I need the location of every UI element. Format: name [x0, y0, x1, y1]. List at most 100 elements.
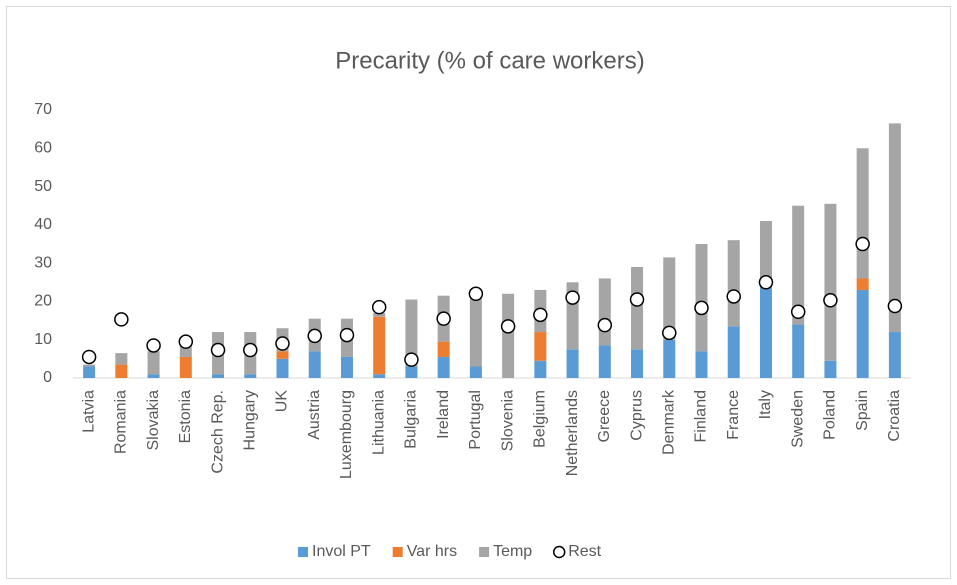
bar-segment: [437, 341, 450, 357]
legend-marker: [552, 545, 566, 559]
x-tick-label: Romania: [113, 390, 130, 454]
bar-segment: [83, 364, 96, 367]
x-tick-label: France: [725, 390, 742, 440]
bar-segment: [824, 360, 837, 378]
rest-marker: [694, 300, 709, 316]
bar-segment: [566, 349, 579, 378]
bar-segment: [340, 356, 353, 378]
bar-segment: [502, 293, 515, 378]
rest-marker: [339, 327, 355, 343]
x-tick-label: Greece: [596, 390, 613, 443]
y-tick-label: 40: [34, 216, 52, 233]
bar-segment: [308, 351, 321, 378]
x-tick-label: Lithuania: [370, 390, 387, 455]
chart-title: Precarity (% of care workers): [335, 47, 644, 74]
bar-segment: [727, 240, 740, 327]
rest-marker: [243, 342, 258, 358]
bar-segment: [534, 360, 547, 378]
bar-segment: [856, 148, 869, 279]
rest-marker: [500, 319, 516, 334]
bar-segment: [631, 349, 644, 378]
y-tick-label: 50: [34, 178, 52, 195]
rest-marker: [597, 317, 613, 333]
bar-segment: [824, 203, 837, 361]
x-tick-label: Belgium: [532, 390, 549, 448]
bar-segment: [631, 266, 644, 350]
bar-segment: [792, 324, 805, 378]
bar-segment: [598, 278, 611, 346]
bar-segment: [373, 374, 386, 378]
bar-segment: [405, 299, 418, 367]
bar-segment: [469, 293, 482, 367]
bar-segment: [437, 356, 450, 378]
x-tick-label: UK: [274, 390, 291, 413]
x-tick-label: Luxembourg: [338, 390, 355, 479]
bar-segment: [534, 332, 547, 361]
bar-segment: [759, 286, 772, 378]
legend-label: Invol PT: [312, 543, 371, 560]
bar-segment: [244, 374, 257, 378]
rest-marker: [758, 275, 774, 290]
bar-segment: [147, 351, 160, 375]
x-tick-label: Czech Rep.: [209, 390, 226, 474]
rest-marker: [726, 289, 741, 304]
bar-segment: [147, 374, 160, 378]
rest-marker: [404, 352, 419, 367]
x-tick-label: Hungary: [241, 390, 258, 450]
bar-segment: [276, 351, 289, 359]
x-tick-label: Netherlands: [564, 390, 581, 476]
rest-marker: [823, 293, 838, 308]
bar-segment: [598, 345, 611, 378]
legend-label: Rest: [568, 543, 601, 560]
bar-segment: [695, 244, 708, 352]
rest-marker: [307, 328, 322, 344]
legend-label: Var hrs: [407, 543, 457, 560]
rest-marker: [210, 342, 226, 358]
bar-segment: [115, 364, 128, 378]
x-tick-label: Spain: [854, 390, 871, 431]
y-tick-label: 30: [34, 254, 52, 271]
bar-segment: [888, 332, 901, 378]
x-tick-label: Finland: [693, 390, 710, 442]
x-tick-label: Italy: [757, 390, 774, 419]
x-tick-label: Ireland: [435, 390, 452, 439]
legend-label: Temp: [493, 543, 532, 560]
x-tick-label: Poland: [822, 390, 839, 440]
bar-segment: [373, 312, 386, 317]
rest-marker: [629, 292, 645, 307]
y-tick-label: 60: [34, 140, 52, 157]
rest-marker: [146, 338, 161, 353]
x-tick-label: Croatia: [886, 390, 903, 442]
x-tick-label: Slovakia: [145, 390, 162, 451]
rest-marker: [790, 304, 806, 320]
rest-marker: [436, 311, 451, 326]
bar-segment: [695, 351, 708, 378]
bar-segment: [727, 326, 740, 378]
x-tick-label: Slovenia: [499, 390, 516, 451]
bar-segment: [469, 366, 482, 378]
x-tick-label: Bulgaria: [403, 390, 420, 449]
rest-marker: [533, 307, 548, 323]
rest-marker: [662, 325, 677, 341]
bar-segment: [663, 257, 676, 340]
x-tick-label: Portugal: [467, 390, 484, 450]
bar-segment: [373, 316, 386, 375]
bar-segment: [276, 358, 289, 378]
rest-marker: [81, 349, 97, 365]
bar-segment: [759, 221, 772, 287]
bar-segment: [83, 366, 96, 378]
x-tick-label: Cyprus: [628, 390, 645, 441]
bar-segment: [179, 356, 192, 378]
legend-swatch: [298, 547, 308, 557]
rest-marker: [178, 334, 194, 349]
x-tick-label: Estonia: [177, 390, 194, 443]
x-tick-label: Austria: [306, 390, 323, 440]
y-tick-label: 10: [34, 331, 52, 348]
y-tick-label: 0: [43, 369, 52, 386]
rest-marker: [114, 312, 129, 327]
bar-segment: [115, 353, 128, 365]
rest-marker: [371, 299, 387, 315]
rest-marker: [887, 298, 903, 314]
bar-segment: [405, 366, 418, 378]
